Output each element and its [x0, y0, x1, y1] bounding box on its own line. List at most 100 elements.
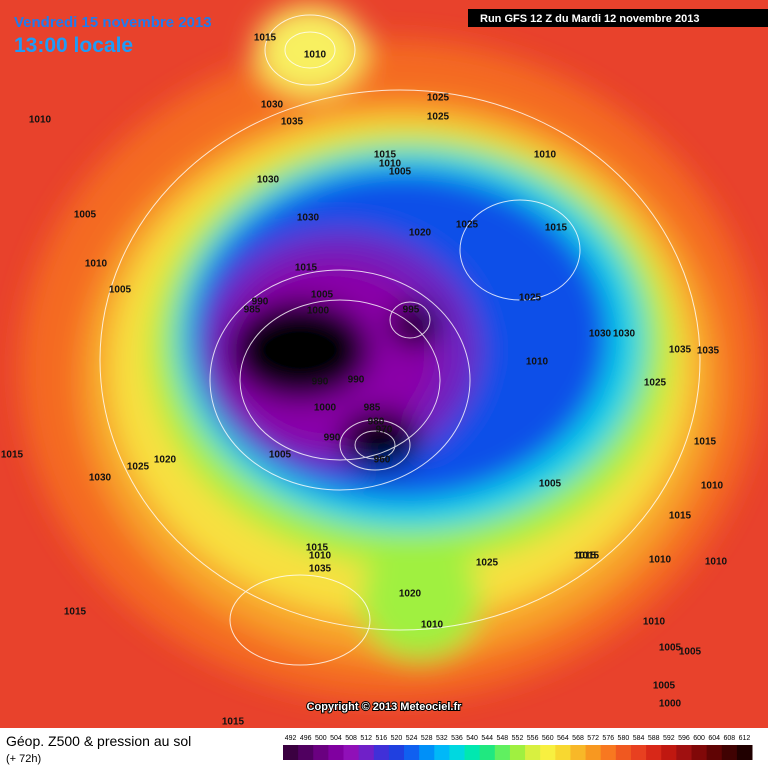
pressure-label: 1025	[427, 112, 450, 123]
pressure-label: 1010	[379, 159, 402, 170]
pressure-label: 1030	[613, 329, 636, 340]
pressure-label: 1025	[476, 558, 499, 569]
pressure-label: 1035	[281, 117, 304, 128]
scale-label: 572	[587, 735, 599, 742]
scale-label: 592	[663, 735, 675, 742]
scale-swatch	[736, 745, 753, 760]
scale-label: 604	[708, 735, 720, 742]
pressure-label: 1010	[534, 150, 557, 161]
pressure-label: 1015	[694, 437, 717, 448]
scale-label: 552	[512, 735, 524, 742]
scale-label: 520	[391, 735, 403, 742]
pressure-label: 1020	[409, 228, 432, 239]
scale-swatch	[691, 745, 708, 760]
pressure-label: 1010	[421, 620, 444, 631]
pressure-label: 1015	[64, 607, 87, 618]
pressure-label: 1015	[1, 450, 24, 461]
run-label: Run GFS 12 Z du Mardi 12 novembre 2013	[480, 13, 699, 25]
scale-label: 576	[602, 735, 614, 742]
scale-label: 596	[678, 735, 690, 742]
run-box	[468, 9, 768, 27]
pressure-label: 1010	[643, 617, 666, 628]
scale-swatch	[494, 745, 511, 760]
scale-label: 608	[723, 735, 735, 742]
pressure-label: 1005	[679, 647, 702, 658]
pressure-label: 1000	[314, 403, 337, 414]
scale-swatch	[706, 745, 723, 760]
pressure-label: 1005	[74, 210, 97, 221]
scale-label: 544	[481, 735, 493, 742]
pressure-label: 1015	[577, 551, 600, 562]
pressure-label: 1010	[85, 259, 108, 270]
scale-swatch	[555, 745, 571, 760]
scale-swatch	[600, 745, 617, 760]
pressure-label: 1030	[261, 100, 284, 111]
scale-swatch	[464, 745, 481, 760]
pressure-label: 1025	[127, 462, 150, 473]
scale-swatch	[721, 745, 738, 760]
pressure-label: 1005	[653, 681, 676, 692]
pressure-label: 1015	[669, 511, 692, 522]
scale-swatch	[328, 745, 345, 760]
pressure-label: 1030	[257, 175, 280, 186]
pressure-label: 1005	[539, 479, 562, 490]
scale-swatch	[630, 745, 647, 760]
isobars	[99, 14, 701, 666]
pressure-label: 1025	[456, 220, 479, 231]
pressure-label: 1015	[545, 223, 568, 234]
pressure-label: 1015	[574, 551, 597, 562]
pressure-label: 1025	[427, 93, 450, 104]
scale-label: 580	[618, 735, 630, 742]
pressure-label: 1015	[306, 543, 329, 554]
scale-label: 532	[436, 735, 448, 742]
pressure-label: 1015	[374, 150, 397, 161]
scale-label: 504	[330, 735, 342, 742]
scale-swatch	[585, 745, 602, 760]
scale-label: 548	[497, 735, 509, 742]
pressure-label: 1015	[222, 717, 245, 728]
pressure-label: 990	[252, 297, 269, 308]
legend-title: Géop. Z500 & pression au sol	[6, 733, 191, 749]
scale-label: 588	[648, 735, 660, 742]
pressure-label: 1030	[589, 329, 612, 340]
scale-label: 524	[406, 735, 418, 742]
scale-label: 600	[693, 735, 705, 742]
pressure-label: 1010	[309, 551, 332, 562]
pressure-label: 1020	[154, 455, 177, 466]
scale-label: 540	[466, 735, 478, 742]
pressure-label: 1035	[309, 564, 332, 575]
scale-swatch	[615, 745, 632, 760]
scale-label: 496	[300, 735, 312, 742]
date: Vendredi 15 novembre 2013	[14, 14, 212, 31]
scale-swatch	[373, 745, 390, 760]
pressure-label: 980	[368, 417, 385, 428]
pressure-label: 985	[364, 403, 381, 414]
scale-swatch	[661, 745, 677, 760]
scale-label: 564	[557, 735, 569, 742]
pressure-label: 1010	[29, 115, 52, 126]
scale-label: 536	[451, 735, 463, 742]
scale-swatch	[479, 745, 496, 760]
scale-swatch	[313, 745, 329, 760]
pressure-label: 1010	[705, 557, 728, 568]
scale-label: 512	[360, 735, 372, 742]
pressure-label: 985	[244, 305, 261, 316]
pressure-label: 1030	[89, 473, 112, 484]
scale-label: 500	[315, 735, 327, 742]
scale-swatch	[570, 745, 587, 760]
pressure-label: 1015	[295, 263, 318, 274]
scale-swatch	[343, 745, 360, 760]
scale-label: 560	[542, 735, 554, 742]
scale-swatch	[404, 745, 420, 760]
scale-swatch	[646, 745, 662, 760]
scale-swatch	[283, 745, 299, 760]
scale-label: 516	[375, 735, 387, 742]
pressure-label: 990	[312, 377, 329, 388]
pressure-label: 990	[348, 375, 365, 386]
scale-swatch	[540, 745, 556, 760]
pressure-label: 960	[374, 455, 391, 466]
scale-swatch	[525, 745, 541, 760]
legend-subtitle: (+ 72h)	[6, 753, 41, 765]
copyright: Copyright © 2013 Meteociel.fr	[307, 701, 463, 713]
